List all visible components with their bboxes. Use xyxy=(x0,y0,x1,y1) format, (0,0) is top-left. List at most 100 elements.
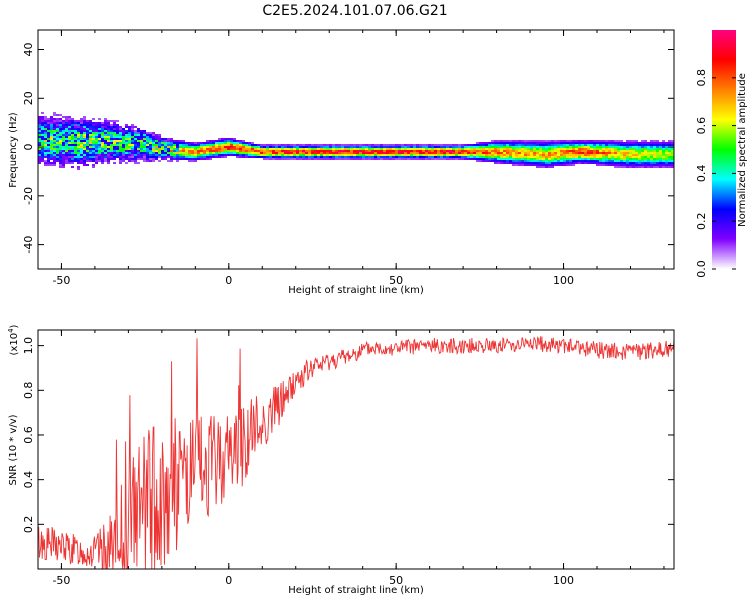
heatmap-cell xyxy=(521,144,524,146)
heatmap-cell xyxy=(641,146,644,148)
heatmap-cell xyxy=(344,144,347,146)
heatmap-cell xyxy=(311,154,314,156)
heatmap-cell xyxy=(266,150,269,152)
heatmap-cell xyxy=(374,152,377,154)
heatmap-cell xyxy=(434,148,437,150)
heatmap-cell xyxy=(641,148,644,150)
heatmap-cell xyxy=(437,158,440,160)
heatmap-cell xyxy=(506,154,509,156)
heatmap-cell xyxy=(488,152,491,154)
heatmap-cell xyxy=(239,140,242,142)
heatmap-cell xyxy=(521,156,524,158)
heatmap-cell xyxy=(323,154,326,156)
heatmap-cell xyxy=(197,158,200,160)
heatmap-cell xyxy=(296,152,299,154)
heatmap-cell xyxy=(47,162,50,164)
heatmap-cell xyxy=(254,150,257,152)
heatmap-cell xyxy=(596,150,599,152)
heatmap-cell xyxy=(608,144,611,146)
heatmap-cell xyxy=(209,142,212,144)
heatmap-cell xyxy=(182,140,185,142)
heatmap-cell xyxy=(350,150,353,152)
heatmap-cell xyxy=(635,164,638,166)
heatmap-cell xyxy=(527,158,530,160)
heatmap-cell xyxy=(323,144,326,146)
heatmap-cell xyxy=(86,158,89,160)
heatmap-cell xyxy=(164,154,167,156)
heatmap-cell xyxy=(41,154,44,156)
heatmap-cell xyxy=(287,146,290,148)
heatmap-cell xyxy=(515,164,518,166)
heatmap-cell xyxy=(119,156,122,158)
heatmap-cell xyxy=(353,150,356,152)
heatmap-cell xyxy=(251,142,254,144)
heatmap-cell xyxy=(62,152,65,154)
heatmap-cell xyxy=(98,126,101,128)
heatmap-cell xyxy=(101,138,104,140)
heatmap-cell xyxy=(617,162,620,164)
heatmap-cell xyxy=(89,140,92,142)
heatmap-cell xyxy=(128,130,131,132)
heatmap-cell xyxy=(617,140,620,142)
heatmap-cell xyxy=(638,148,641,150)
heatmap-cell xyxy=(662,150,665,152)
heatmap-cell xyxy=(572,164,575,166)
heatmap-cell xyxy=(68,154,71,156)
heatmap-cell xyxy=(92,146,95,148)
heatmap-cell xyxy=(659,152,662,154)
heatmap-cell xyxy=(53,148,56,150)
heatmap-cell xyxy=(398,146,401,148)
heatmap-cell xyxy=(545,140,548,142)
heatmap-cell xyxy=(143,146,146,148)
heatmap-cell xyxy=(131,158,134,160)
heatmap-cell xyxy=(605,148,608,150)
heatmap-cell xyxy=(92,142,95,144)
heatmap-cell xyxy=(56,118,59,120)
heatmap-cell xyxy=(119,144,122,146)
heatmap-cell xyxy=(563,158,566,160)
heatmap-cell xyxy=(431,144,434,146)
heatmap-cell xyxy=(620,144,623,146)
heatmap-cell xyxy=(458,152,461,154)
heatmap-cell xyxy=(50,136,53,138)
heatmap-cell xyxy=(92,140,95,142)
heatmap-cell xyxy=(497,154,500,156)
heatmap-cell xyxy=(77,154,80,156)
heatmap-cell xyxy=(56,152,59,154)
heatmap-cell xyxy=(227,152,230,154)
heatmap-cell xyxy=(512,142,515,144)
heatmap-cell xyxy=(332,156,335,158)
heatmap-cell xyxy=(386,144,389,146)
heatmap-cell xyxy=(539,154,542,156)
heatmap-cell xyxy=(59,150,62,152)
heatmap-cell xyxy=(86,148,89,150)
heatmap-cell xyxy=(662,142,665,144)
heatmap-cell xyxy=(308,156,311,158)
heatmap-cell xyxy=(509,154,512,156)
heatmap-cell xyxy=(56,132,59,134)
heatmap-cell xyxy=(392,156,395,158)
heatmap-cell xyxy=(149,142,152,144)
heatmap-cell xyxy=(323,146,326,148)
heatmap-cell xyxy=(314,146,317,148)
heatmap-cell xyxy=(602,154,605,156)
heatmap-cell xyxy=(515,152,518,154)
heatmap-cell xyxy=(512,154,515,156)
heatmap-cell xyxy=(269,144,272,146)
heatmap-cell xyxy=(542,144,545,146)
heatmap-cell xyxy=(236,142,239,144)
heatmap-cell xyxy=(632,156,635,158)
heatmap-cell xyxy=(107,162,110,164)
heatmap-cell xyxy=(332,144,335,146)
heatmap-cell xyxy=(275,148,278,150)
heatmap-cell xyxy=(68,156,71,158)
heatmap-cell xyxy=(470,158,473,160)
heatmap-cell xyxy=(209,144,212,146)
heatmap-cell xyxy=(611,154,614,156)
heatmap-cell xyxy=(41,126,44,128)
heatmap-cell xyxy=(500,144,503,146)
heatmap-cell xyxy=(470,148,473,150)
heatmap-cell xyxy=(452,158,455,160)
heatmap-cell xyxy=(188,158,191,160)
heatmap-cell xyxy=(71,140,74,142)
